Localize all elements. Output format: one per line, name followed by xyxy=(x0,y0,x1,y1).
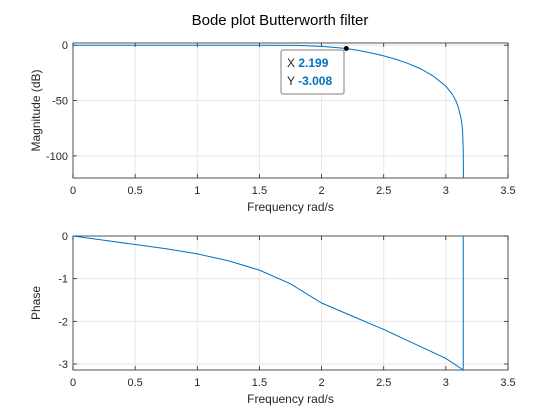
datatip-y-value: -3.008 xyxy=(298,74,332,88)
datatip-y-row: Y -3.008 xyxy=(287,74,332,88)
phase-axes: 0 0.5 1 1.5 2 2.5 3 3.5 0 -1 -2 -3 Frequency rad/s Ph… xyxy=(29,231,516,406)
phase-x-tick-label: 2.5 xyxy=(376,377,391,389)
magnitude-axes: 0 0.5 1 1.5 2 2.5 3 3.5 0 -50 -100 Frequency rad/s M… xyxy=(29,40,516,214)
phase-x-tick-label: 2 xyxy=(319,377,325,389)
magnitude-y-tick-label: -50 xyxy=(52,96,68,108)
magnitude-y-tick-label: -100 xyxy=(46,151,68,163)
phase-x-tick-label: 0.5 xyxy=(127,377,142,389)
phase-y-axis-label: Phase xyxy=(29,286,43,320)
phase-x-tick-label: 3 xyxy=(443,377,449,389)
phase-y-tick-label: -3 xyxy=(58,359,68,371)
magnitude-y-tick-label: 0 xyxy=(62,40,68,52)
datatip-x-row: X 2.199 xyxy=(287,56,329,70)
phase-x-tick-label: 1 xyxy=(194,377,200,389)
magnitude-x-tick-label: 2.5 xyxy=(376,185,391,197)
phase-y-tick-label: -1 xyxy=(58,274,68,286)
magnitude-x-axis-label: Frequency rad/s xyxy=(247,200,334,214)
datatip-x-value: 2.199 xyxy=(298,56,328,70)
phase-x-tick-label: 3.5 xyxy=(500,377,515,389)
phase-x-tick-label: 1.5 xyxy=(252,377,267,389)
magnitude-series-line xyxy=(73,44,464,179)
magnitude-x-tick-label: 1 xyxy=(194,185,200,197)
phase-plot-area xyxy=(73,236,508,370)
phase-x-axis-label: Frequency rad/s xyxy=(247,392,334,406)
phase-series-line xyxy=(73,235,464,371)
phase-x-tick-label: 0 xyxy=(70,377,76,389)
magnitude-y-axis-label: Magnitude (dB) xyxy=(29,69,43,151)
phase-axes-box xyxy=(72,235,509,371)
phase-y-tick-label: 0 xyxy=(62,231,68,243)
magnitude-axes-box xyxy=(72,42,509,179)
phase-y-tick-label: -2 xyxy=(58,316,68,328)
magnitude-x-tick-label: 0.5 xyxy=(127,185,142,197)
magnitude-x-tick-label: 1.5 xyxy=(252,185,267,197)
datatip-marker xyxy=(343,46,349,52)
magnitude-x-tick-label: 3.5 xyxy=(500,185,515,197)
magnitude-x-tick-label: 0 xyxy=(70,185,76,197)
datatip-box xyxy=(280,49,345,95)
magnitude-x-tick-label: 3 xyxy=(443,185,449,197)
magnitude-x-tick-label: 2 xyxy=(319,185,325,197)
figure-title: Bode plot Butterworth filter xyxy=(192,12,369,29)
